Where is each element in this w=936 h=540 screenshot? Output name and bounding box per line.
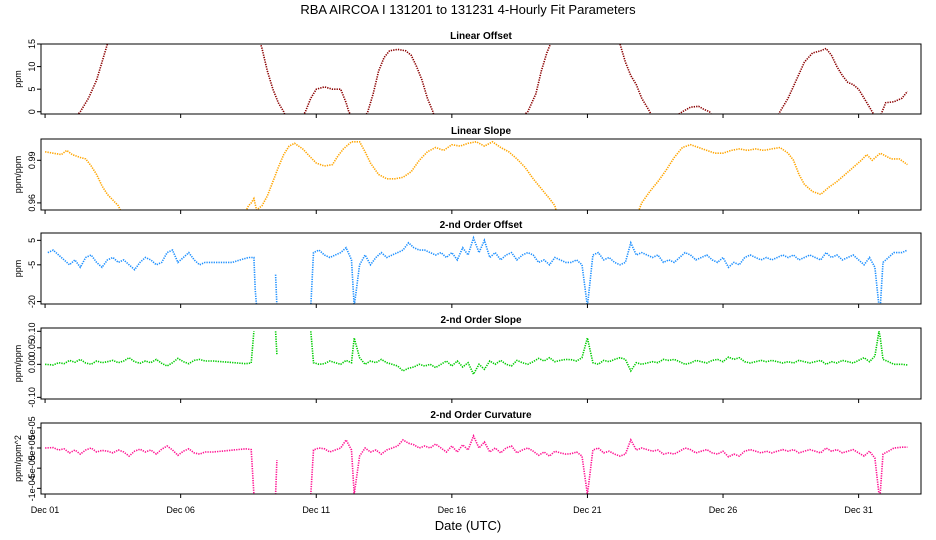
panel-title: 2-nd Order Curvature (430, 410, 532, 421)
x-tick-label: Dec 06 (166, 505, 195, 515)
y-tick-label: 0.05 (27, 339, 37, 357)
y-tick-label: -5 (27, 261, 37, 269)
series-line (77, 44, 909, 114)
x-tick-label: Dec 01 (31, 505, 60, 515)
panel-2: Linear Slope 0.96 0.99 ppm/ppm (13, 126, 922, 214)
y-tick-label: 10 (27, 62, 37, 72)
y-axis-label: ppm (13, 260, 23, 278)
series-line (310, 433, 908, 494)
y-tick-label: 0e+00 (27, 435, 37, 460)
y-axis-label: ppm (13, 70, 23, 88)
y-tick-label: 5 (27, 87, 37, 92)
panel-title: 2-nd Order Offset (440, 220, 523, 231)
y-tick-label: -20 (27, 295, 37, 308)
series-line (274, 460, 278, 494)
y-tick-label: 0.00 (27, 356, 37, 374)
panel-frame (40, 327, 922, 400)
panel-title: Linear Slope (451, 126, 511, 137)
x-tick-label: Dec 16 (438, 505, 467, 515)
panel-frame (40, 43, 922, 115)
x-tick-label: Dec 21 (573, 505, 602, 515)
x-axis: Dec 01 Dec 06 Dec 11 Dec 16 Dec 21 Dec 26 Dec … (31, 505, 873, 515)
panel-frame (40, 422, 922, 495)
x-axis-label: Date (UTC) (435, 518, 501, 533)
x-tick-label: Dec 31 (844, 505, 873, 515)
series-line (47, 249, 258, 304)
y-axis-label: ppm/ppm (13, 156, 23, 194)
y-tick-label: 0 (27, 109, 37, 114)
series-line (45, 331, 255, 367)
y-tick-label: 5e-05 (27, 416, 37, 439)
y-tick-label: 0.10 (27, 323, 37, 341)
x-tick-label: Dec 26 (709, 505, 738, 515)
series-line (274, 274, 278, 304)
y-tick-label: 5 (27, 238, 37, 243)
y-tick-label: -5e-05 (27, 455, 37, 481)
figure-title: RBA AIRCOA I 131201 to 131231 4-Hourly F… (300, 2, 636, 17)
panel-title: Linear Offset (450, 31, 512, 42)
panel-title: 2-nd Order Slope (440, 315, 522, 326)
y-tick-label: 15 (27, 39, 37, 49)
y-tick-label: 0.96 (27, 194, 37, 212)
series-line (274, 331, 278, 355)
panel-4: 2-nd Order Slope -0.10 0.000.050.10 ppm/ppm (13, 315, 922, 408)
y-tick-label: -1e-04 (27, 475, 37, 501)
panel-frame (40, 138, 922, 211)
panel-5: 2-nd Order Curvature -1e-04-5e-050e+005e-… (13, 410, 922, 501)
y-axis-label: ppm/ppm (13, 345, 23, 383)
y-axis-label: ppm/ppm^2 (13, 435, 23, 482)
series-line (310, 331, 908, 376)
series-line (45, 445, 255, 494)
panels: Linear Offset 0 5 10 15 ppm Linear Slope 0.96 0.… (13, 31, 922, 501)
panel-frame (40, 232, 922, 305)
panel-3: 2-nd Order Offset -20 -5 5 ppm (13, 220, 922, 308)
x-tick-label: Dec 11 (302, 505, 330, 515)
y-tick-label: 0.99 (27, 152, 37, 170)
series-line (310, 235, 908, 304)
panel-1: Linear Offset 0 5 10 15 ppm (13, 31, 922, 118)
y-tick-label: -0.10 (27, 387, 37, 408)
